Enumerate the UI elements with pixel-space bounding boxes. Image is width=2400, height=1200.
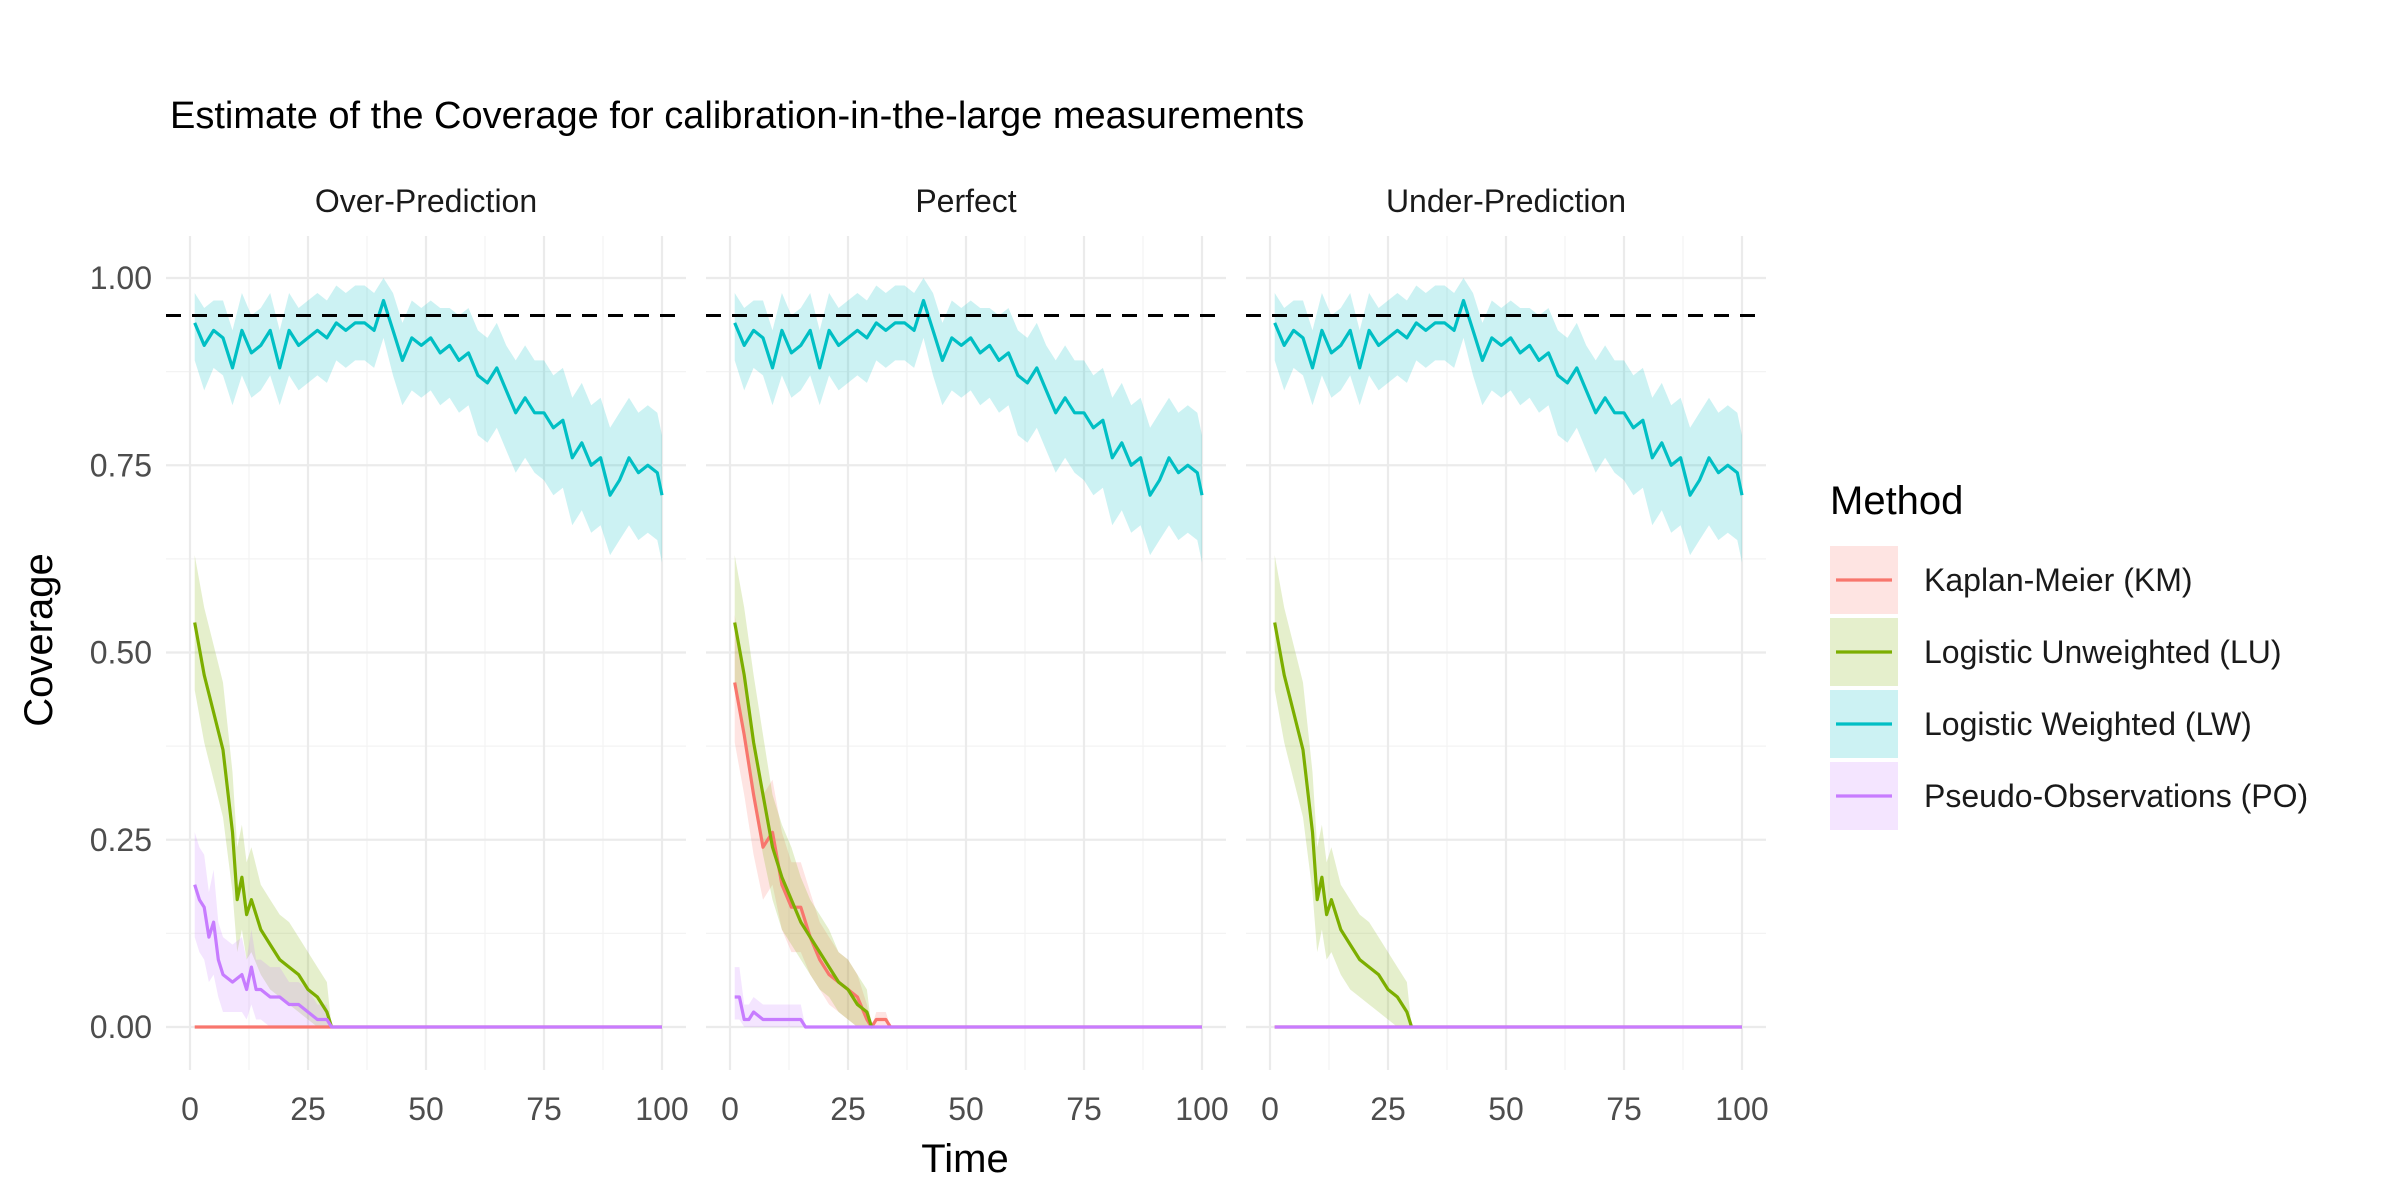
line-kaplan-meier-km [733,682,1202,1029]
ribbon-logistic-weighted-lw [1274,278,1742,563]
legend-label: Logistic Weighted (LW) [1924,706,2252,742]
legend-label: Logistic Unweighted (LU) [1924,634,2282,670]
ribbon-logistic-weighted-lw [194,278,662,563]
legend-item-pseudo-observations-po: Pseudo-Observations (PO) [1830,762,2308,830]
x-tick-label: 100 [1175,1091,1228,1127]
panel-perfect: Perfect 0 25 50 75 100 [706,183,1229,1127]
y-tick-label: 1.00 [90,260,152,296]
x-tick-label: 50 [408,1091,444,1127]
legend-item-kaplan-meier-km: Kaplan-Meier (KM) [1830,546,2193,614]
x-tick-label: 25 [290,1091,326,1127]
y-axis-title: Coverage [17,553,61,726]
line-logistic-unweighted-lu [1273,622,1414,1028]
panel-under-prediction: Under-Prediction 0 25 50 75 100 [1246,183,1769,1127]
x-tick-label: 50 [1488,1091,1524,1127]
line-pseudo-observations-po [193,884,662,1029]
ribbon-pseudo-observations-po [194,832,662,1027]
y-tick-label: 0.75 [90,447,152,483]
legend-item-logistic-weighted-lw: Logistic Weighted (LW) [1830,690,2252,758]
x-tick-label: 75 [1606,1091,1642,1127]
x-tick-label: 0 [721,1091,739,1127]
ribbon-pseudo-observations-po [734,967,1202,1027]
ribbon-logistic-unweighted-lu [734,555,872,1027]
facet-label: Under-Prediction [1386,183,1626,219]
x-tick-label: 25 [1370,1091,1406,1127]
panel-over-prediction: Over-Prediction 0 25 50 75 100 0.00 0.25 0.50 0.7… [90,183,689,1127]
x-tick-label: 100 [1715,1091,1768,1127]
x-tick-label: 0 [1261,1091,1279,1127]
facet-label: Perfect [915,183,1016,219]
x-tick-label: 0 [181,1091,199,1127]
x-tick-label: 25 [830,1091,866,1127]
y-tick-label: 0.00 [90,1009,152,1045]
x-tick-label: 100 [635,1091,688,1127]
legend: Method Kaplan-Meier (KM) Logistic Unweigh… [1830,479,2308,830]
line-logistic-weighted-lw [1273,298,1744,497]
legend-title: Method [1830,479,1963,523]
chart-title: Estimate of the Coverage for calibration… [170,95,1304,137]
line-pseudo-observations-po [734,995,1202,1029]
x-tick-label: 75 [526,1091,562,1127]
y-tick-label: 0.50 [90,635,152,671]
x-tick-label: 75 [1066,1091,1102,1127]
x-axis-title: Time [921,1137,1008,1181]
ribbon-logistic-weighted-lw [734,278,1202,563]
x-tick-label: 50 [948,1091,984,1127]
legend-label: Kaplan-Meier (KM) [1924,562,2193,598]
line-logistic-weighted-lw [733,298,1204,497]
legend-item-logistic-unweighted-lu: Logistic Unweighted (LU) [1830,618,2282,686]
panels-layer: Over-Prediction 0 25 50 75 100 0.00 0.25 0.50 0.7… [90,183,1769,1127]
legend-label: Pseudo-Observations (PO) [1924,778,2308,814]
y-tick-label: 0.25 [90,822,152,858]
ribbon-logistic-unweighted-lu [1274,555,1412,1027]
line-logistic-unweighted-lu [193,622,334,1028]
legend-entries: Kaplan-Meier (KM) Logistic Unweighted (LU… [1830,546,2308,830]
facet-label: Over-Prediction [315,183,537,219]
line-logistic-weighted-lw [193,298,664,497]
line-logistic-unweighted-lu [733,622,874,1028]
